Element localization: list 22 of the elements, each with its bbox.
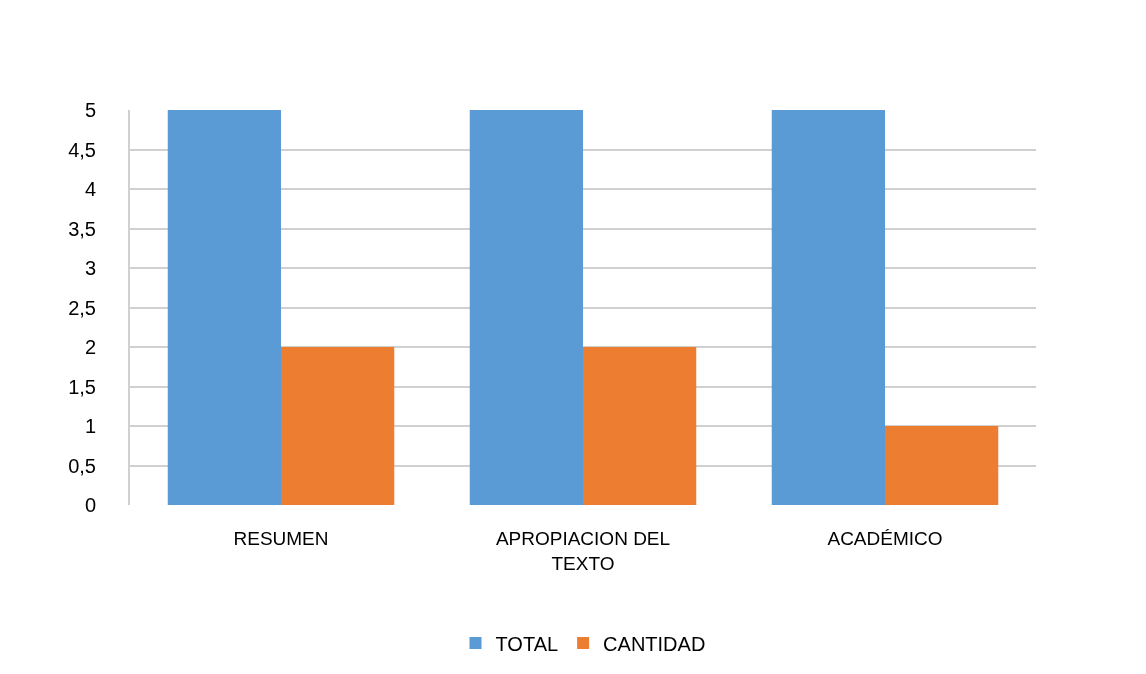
bar bbox=[771, 110, 885, 505]
y-tick-label: 5 bbox=[84, 99, 96, 121]
y-tick-label: 1 bbox=[84, 415, 96, 437]
bar bbox=[167, 110, 281, 505]
y-tick-label: 3 bbox=[84, 257, 96, 279]
bar bbox=[885, 426, 999, 505]
x-tick-label: APROPIACION DEL TEXTO bbox=[495, 528, 671, 574]
y-tick-label: 0,5 bbox=[68, 454, 96, 477]
x-tick-label: RESUMEN bbox=[233, 528, 329, 549]
y-tick-label: 2 bbox=[84, 336, 96, 358]
y-tick-label: 0 bbox=[84, 494, 96, 516]
bar bbox=[469, 110, 583, 505]
x-tick-label: ACADÉMICO bbox=[827, 528, 943, 549]
y-tick-label: 4 bbox=[84, 178, 96, 200]
y-tick-label: 1,5 bbox=[68, 375, 96, 398]
legend-label: TOTAL bbox=[495, 632, 559, 655]
y-tick-label: 3,5 bbox=[68, 217, 96, 240]
bar bbox=[583, 347, 697, 505]
bar bbox=[281, 347, 395, 505]
legend-label: CANTIDAD bbox=[603, 632, 706, 655]
y-tick-label: 2,5 bbox=[68, 296, 96, 319]
y-tick-label: 4,5 bbox=[68, 138, 96, 161]
